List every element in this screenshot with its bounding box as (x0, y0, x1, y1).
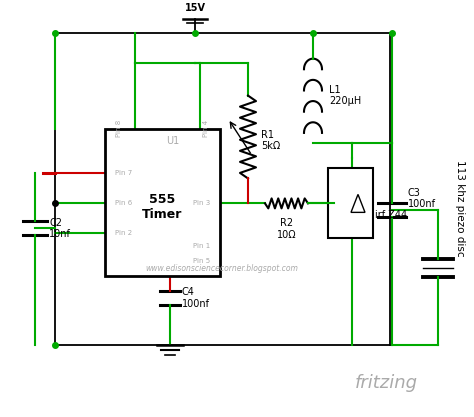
Text: Pin 8: Pin 8 (116, 119, 122, 136)
Text: Pin 3: Pin 3 (193, 201, 210, 206)
Text: Pin 1: Pin 1 (193, 243, 210, 249)
Text: Pin 4: Pin 4 (203, 119, 209, 136)
Text: fritzing: fritzing (355, 374, 418, 392)
Bar (105, 128, 220, 276)
Text: Pin 6: Pin 6 (115, 201, 132, 206)
Text: www.edisonsciencecorner.blogspot.com: www.edisonsciencecorner.blogspot.com (146, 264, 299, 273)
Text: irf Z44: irf Z44 (375, 210, 407, 220)
Text: 15V: 15V (184, 3, 206, 13)
Text: C2
10nf: C2 10nf (49, 218, 71, 239)
Polygon shape (351, 194, 365, 212)
Text: L1
220μH: L1 220μH (329, 85, 361, 106)
Text: 113 khz piezo disc: 113 khz piezo disc (455, 160, 465, 257)
Text: Pin 2: Pin 2 (115, 230, 132, 236)
Text: C3
100nf: C3 100nf (408, 188, 436, 209)
Bar (328, 168, 373, 239)
Text: U1: U1 (166, 136, 179, 146)
Text: Pin 5: Pin 5 (193, 258, 210, 264)
Text: 555
Timer: 555 Timer (142, 193, 182, 221)
Text: R2
10Ω: R2 10Ω (277, 219, 297, 240)
Text: R1
5kΩ: R1 5kΩ (261, 130, 280, 151)
Text: C4
100nf: C4 100nf (182, 287, 210, 309)
Text: Pin 7: Pin 7 (115, 171, 132, 176)
